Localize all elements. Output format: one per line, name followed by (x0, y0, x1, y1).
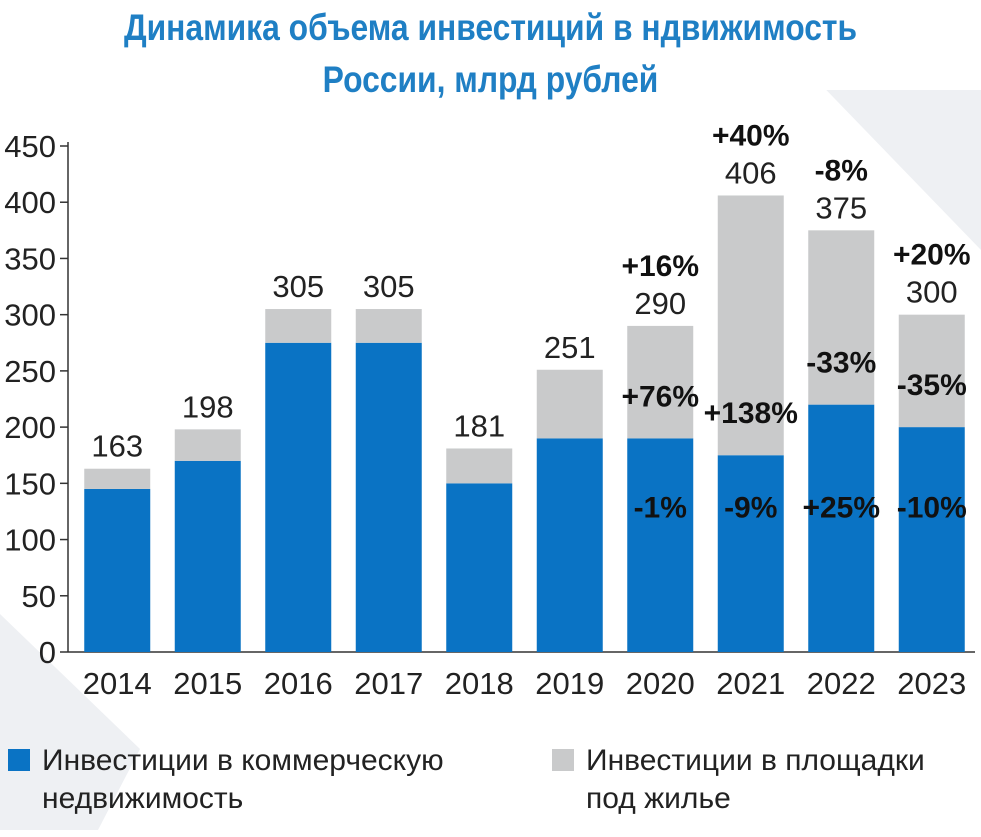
legend-label-commercial-line2: недвижимость (42, 782, 244, 815)
legend-label-residential-line1: Инвестиции в площадки (586, 744, 925, 777)
bar-residential-2016 (265, 309, 332, 343)
legend-label-residential: Инвестиции в площадки под жилье (586, 742, 925, 818)
bar-residential-2022 (808, 230, 875, 405)
x-tick-label-2020: 2020 (626, 666, 695, 701)
y-tick-label-350: 350 (4, 241, 56, 276)
legend-item-commercial: Инвестиции в коммерческую недвижимость (8, 742, 444, 818)
bar-residential-2019 (536, 369, 603, 439)
bar-residential-2015 (174, 429, 241, 461)
total-label-2017: 305 (363, 269, 415, 304)
residential-change-label-2022: -33% (806, 347, 876, 380)
x-tick-label-2019: 2019 (535, 666, 604, 701)
y-tick-label-450: 450 (4, 129, 56, 164)
commercial-change-label-2020: -1% (634, 491, 687, 524)
commercial-change-label-2022: +25% (802, 491, 880, 524)
total-change-label-2020: +16% (621, 250, 699, 283)
total-label-2016: 305 (272, 269, 324, 304)
total-label-2023: 300 (906, 275, 958, 310)
total-change-label-2023: +20% (893, 239, 971, 272)
legend-swatch-commercial (8, 749, 30, 771)
legend-label-residential-line2: под жилье (586, 782, 731, 815)
bar-commercial-2023 (898, 427, 965, 652)
x-tick-label-2022: 2022 (807, 666, 876, 701)
commercial-change-label-2021: -9% (724, 491, 777, 524)
chart-title-line1: Динамика объема инвестиций в ндвижимость (123, 7, 858, 48)
bar-residential-2021 (717, 195, 784, 456)
bar-residential-2018 (446, 448, 513, 484)
y-tick-label-250: 250 (4, 354, 56, 389)
y-tick-label-0: 0 (39, 635, 56, 670)
total-label-2021: 406 (725, 155, 777, 190)
y-tick-label-150: 150 (4, 466, 56, 501)
chart-title: Динамика объема инвестиций в ндвижимость… (69, 2, 913, 106)
y-tick-label-50: 50 (22, 579, 56, 614)
stacked-bar-chart: 0 50 100 150 200 250 300 350 400 450 2014 163 2015 19… (4, 119, 975, 701)
total-label-2014: 163 (91, 429, 143, 464)
total-change-label-2021: +40% (712, 119, 790, 152)
y-tick-label-400: 400 (4, 185, 56, 220)
x-tick-label-2023: 2023 (897, 666, 966, 701)
total-label-2018: 181 (453, 408, 505, 443)
legend-label-commercial-line1: Инвестиции в коммерческую (42, 744, 444, 777)
legend-label-commercial: Инвестиции в коммерческую недвижимость (42, 742, 444, 818)
bar-residential-2023 (898, 314, 965, 428)
bar-residential-2014 (84, 468, 151, 489)
x-tick-label-2016: 2016 (264, 666, 333, 701)
bar-residential-2020 (627, 325, 694, 439)
total-label-2020: 290 (634, 286, 686, 321)
total-label-2015: 198 (182, 389, 234, 424)
bar-commercial-2021 (717, 455, 784, 652)
bar-commercial-2022 (808, 404, 875, 652)
y-tick-label-300: 300 (4, 298, 56, 333)
bar-commercial-2019 (536, 438, 603, 652)
commercial-change-label-2023: -10% (897, 491, 967, 524)
legend-swatch-residential (552, 749, 574, 771)
bar-residential-2017 (355, 309, 422, 343)
x-tick-label-2018: 2018 (445, 666, 514, 701)
bar-commercial-2018 (446, 483, 513, 652)
residential-change-label-2020: +76% (621, 380, 699, 413)
total-label-2022: 375 (815, 190, 867, 225)
chart-title-line2: России, млрд рублей (322, 59, 659, 100)
total-change-label-2022: -8% (815, 154, 868, 187)
total-label-2019: 251 (544, 330, 596, 365)
y-tick-label-100: 100 (4, 523, 56, 558)
x-tick-label-2017: 2017 (354, 666, 423, 701)
x-tick-label-2021: 2021 (716, 666, 785, 701)
legend-item-residential: Инвестиции в площадки под жилье (552, 742, 925, 818)
residential-change-label-2023: -35% (897, 369, 967, 402)
bar-commercial-2017 (355, 342, 422, 652)
y-tick-label-200: 200 (4, 410, 56, 445)
x-tick-label-2014: 2014 (83, 666, 152, 701)
bar-commercial-2014 (84, 488, 151, 652)
residential-change-label-2021: +138% (704, 397, 798, 430)
bar-commercial-2015 (174, 460, 241, 652)
bar-commercial-2020 (627, 438, 694, 652)
bar-commercial-2016 (265, 342, 332, 652)
x-tick-label-2015: 2015 (173, 666, 242, 701)
